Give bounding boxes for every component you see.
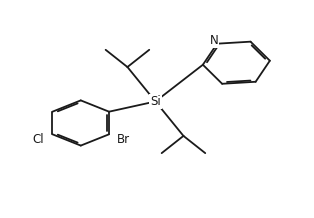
- Text: N: N: [209, 34, 218, 47]
- Text: Cl: Cl: [33, 133, 44, 146]
- Text: Br: Br: [116, 133, 130, 146]
- Text: Si: Si: [150, 95, 161, 108]
